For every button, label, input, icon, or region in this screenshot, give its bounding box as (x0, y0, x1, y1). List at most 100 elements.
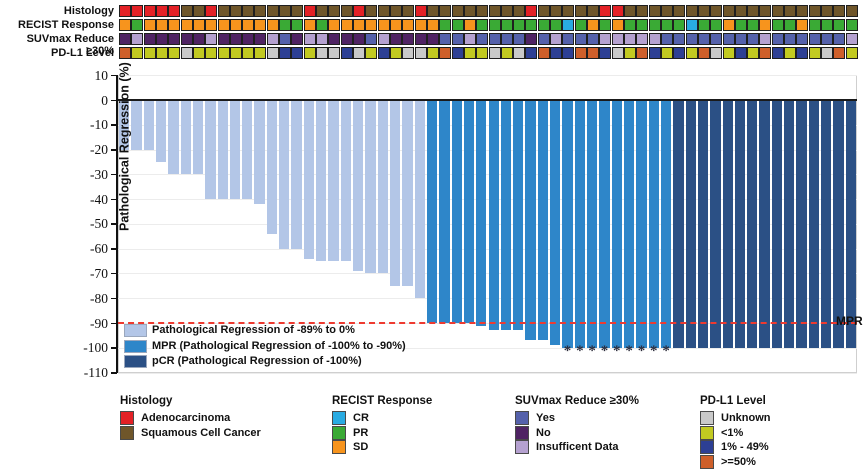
legend-label: <1% (721, 426, 744, 439)
track-cell (414, 19, 427, 31)
legend-label: CR (353, 412, 369, 424)
track-cell (525, 5, 538, 17)
track-cell (365, 5, 378, 17)
track-cell (303, 47, 316, 59)
track-cell (513, 33, 526, 45)
track-cell (389, 5, 402, 17)
track-cell (192, 33, 205, 45)
bar (316, 100, 327, 262)
track-cell (636, 47, 649, 59)
bar (488, 100, 499, 331)
bar (599, 100, 610, 348)
track-cell (316, 47, 329, 59)
track-cell (266, 5, 279, 17)
track-cell (833, 33, 846, 45)
track-cell (488, 19, 501, 31)
bar (303, 100, 315, 259)
legend-swatch (700, 440, 714, 455)
track-cell (402, 33, 415, 45)
gridline (118, 124, 857, 126)
track-cell (845, 19, 858, 31)
track-cell (439, 5, 452, 17)
track-cell (217, 33, 230, 45)
track-cell (439, 19, 452, 31)
track-cell (353, 19, 366, 31)
track-cell (402, 47, 415, 59)
bar (426, 100, 438, 324)
track-cell (574, 33, 587, 45)
legend-swatch (700, 411, 714, 425)
track-cell (242, 47, 255, 59)
track-cell (131, 47, 144, 59)
track-cell (303, 33, 316, 45)
track-cell (525, 47, 538, 59)
track-cell (377, 19, 390, 31)
y-tick-label: -10 (90, 117, 108, 133)
bar (131, 100, 142, 150)
bar (229, 100, 241, 200)
track-cell (648, 19, 661, 31)
track-cell (599, 5, 612, 17)
track-cell (451, 5, 464, 17)
track-cell (562, 33, 575, 45)
track-cell (340, 33, 353, 45)
track-cell (254, 47, 267, 59)
y-tick-mark (111, 322, 117, 325)
track-cell (808, 33, 821, 45)
y-axis-title: Pathological Regression (%) (117, 62, 132, 231)
track-cell (845, 33, 858, 45)
track-cell (722, 33, 735, 45)
track-cell (525, 19, 538, 31)
track-cell (550, 19, 563, 31)
legend-label: Pathological Regression of -89% to 0% (152, 324, 355, 336)
track-cell (426, 33, 439, 45)
track-cell (537, 5, 550, 17)
track-cell (217, 19, 230, 31)
track-cell (242, 33, 255, 45)
bar (242, 100, 253, 200)
bar (587, 100, 598, 348)
track-cell (550, 33, 563, 45)
track-cell (685, 19, 698, 31)
bar (180, 100, 191, 175)
y-tick-label: 0 (101, 92, 108, 108)
legend-swatch-regression (124, 324, 147, 337)
track-cell (550, 47, 563, 59)
track-cell (759, 47, 772, 59)
track-cell (168, 5, 181, 17)
track-cell (389, 47, 402, 59)
track-cell (833, 47, 846, 59)
legend-group-title: PD-L1 Level (700, 395, 766, 407)
y-tick-mark (111, 272, 117, 275)
track-cell (217, 47, 230, 59)
track-cell (328, 33, 341, 45)
gridline (118, 273, 857, 275)
asterisk: * (563, 343, 572, 359)
bar (328, 100, 339, 262)
bar (697, 100, 709, 348)
legend-group-title: RECIST Response (332, 395, 433, 407)
legend-group-title: SUVmax Reduce ≥30% (515, 395, 639, 407)
bar (685, 100, 696, 348)
legend-swatch (120, 425, 134, 440)
track-label-1: Histology (63, 5, 114, 17)
track-cell (500, 47, 513, 59)
track-cell (636, 33, 649, 45)
track-cell (784, 19, 797, 31)
bar (463, 100, 475, 324)
bar (217, 100, 228, 200)
track-cell (599, 47, 612, 59)
track-cell (623, 19, 636, 31)
bar (648, 100, 659, 348)
track-cell (784, 33, 797, 45)
legend-label: PR (353, 426, 369, 439)
y-tick-label: 10 (94, 67, 109, 83)
bar (796, 100, 807, 348)
track-cell (821, 47, 834, 59)
track-label-4: PD-L1 Level (51, 47, 114, 59)
y-tick-label: -70 (90, 265, 108, 281)
track-cell (747, 47, 760, 59)
track-cell (710, 19, 723, 31)
y-tick-label: -50 (90, 216, 108, 232)
